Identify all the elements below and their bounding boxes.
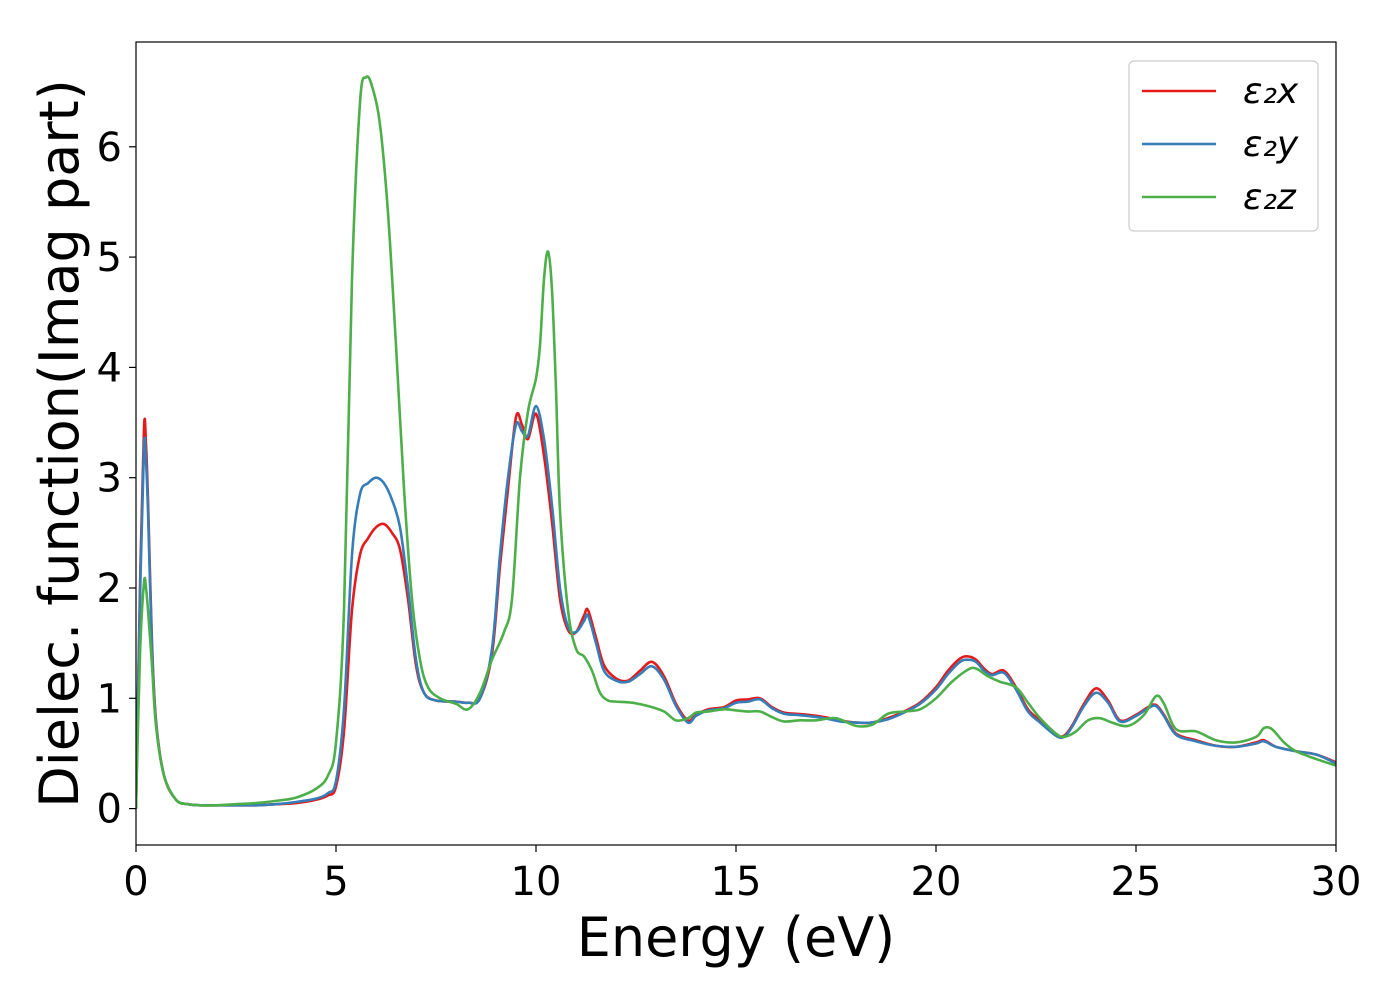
x-tick-label: 30 [1311, 859, 1362, 905]
series-lines [136, 75, 1336, 809]
y-tick-label: 0 [97, 787, 122, 833]
y-axis-label: Dielec. function(Imag part) [28, 79, 91, 808]
series-line-3 [136, 75, 1336, 809]
y-tick-label: 2 [97, 566, 122, 612]
x-tick-label: 10 [511, 859, 562, 905]
legend-label: ε₂y [1243, 124, 1299, 165]
y-tick-label: 5 [97, 235, 122, 281]
y-tick-label: 1 [97, 676, 122, 722]
y-tick-label: 6 [97, 125, 122, 171]
series-line-2 [136, 404, 1336, 809]
x-tick-label: 5 [323, 859, 348, 905]
legend-label: ε₂z [1243, 177, 1297, 218]
x-tick-label: 0 [123, 859, 148, 905]
legend: ε₂x ε₂y ε₂z [1128, 60, 1319, 232]
legend-label: ε₂x [1243, 71, 1299, 112]
y-axis-ticks: 0 1 2 3 4 5 6 [97, 125, 136, 833]
legend-box [1128, 60, 1319, 232]
x-axis-label: Energy (eV) [577, 906, 896, 969]
y-tick-label: 4 [97, 345, 122, 391]
series-line-1 [136, 411, 1336, 809]
y-tick-label: 3 [97, 456, 122, 502]
x-axis-ticks: 0 5 10 15 20 25 30 [123, 845, 1361, 905]
x-tick-label: 25 [1111, 859, 1162, 905]
x-tick-label: 15 [711, 859, 762, 905]
x-tick-label: 20 [911, 859, 962, 905]
